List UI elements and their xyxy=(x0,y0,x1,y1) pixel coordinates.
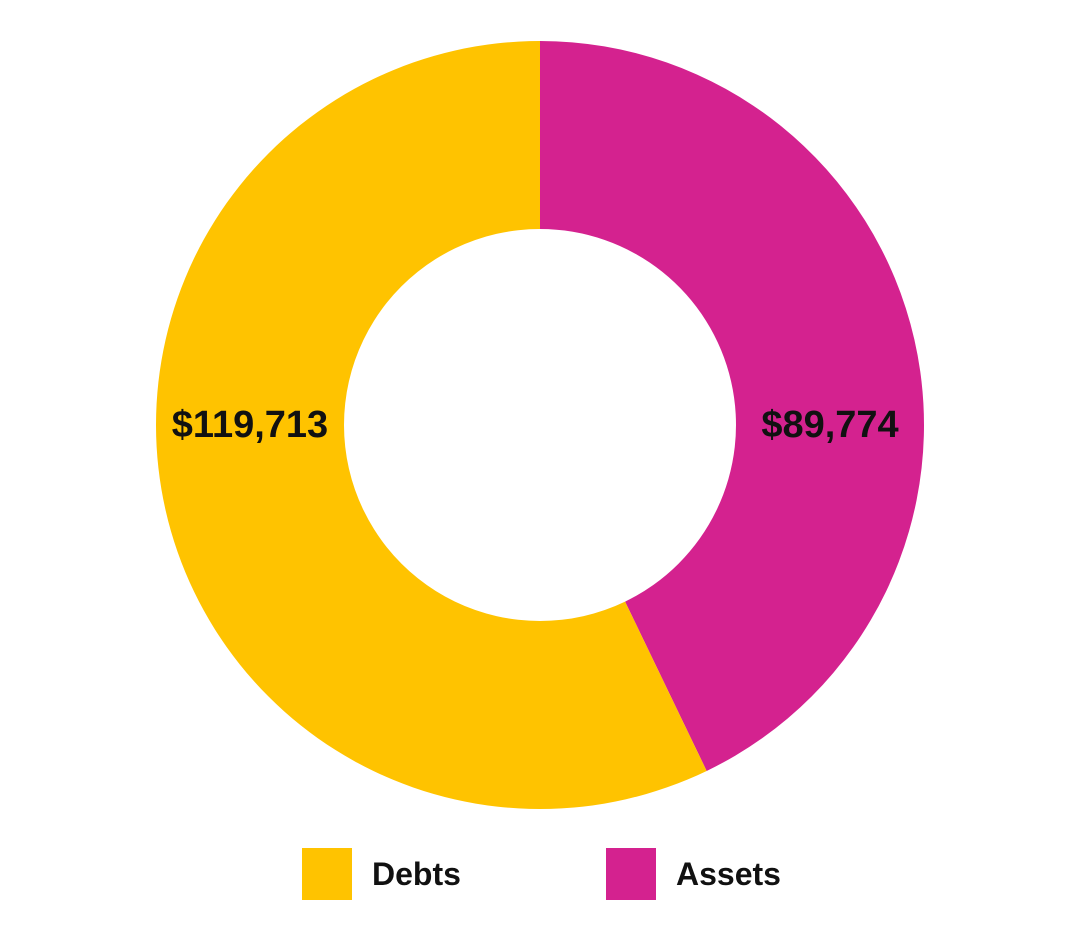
slice-debts xyxy=(156,41,707,809)
legend-item-debts: Debts xyxy=(302,847,461,901)
legend-item-assets: Assets xyxy=(606,847,781,901)
data-label-assets: $89,774 xyxy=(761,404,898,446)
slice-assets xyxy=(540,41,925,771)
legend-label-debts: Debts xyxy=(372,855,461,892)
legend-label-assets: Assets xyxy=(676,855,781,892)
legend: Debts Assets xyxy=(0,847,1080,901)
data-label-debts: $119,713 xyxy=(172,404,328,446)
legend-swatch-assets xyxy=(606,848,656,900)
legend-swatch-debts xyxy=(302,848,352,900)
